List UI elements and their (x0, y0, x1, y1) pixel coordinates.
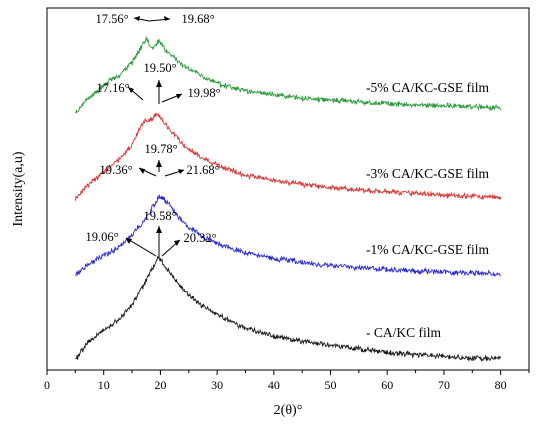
series-label-control: - CA/KC film (366, 325, 442, 340)
plot-frame (46, 7, 530, 371)
arrowhead-17-56 (134, 16, 140, 21)
annotation-19-06: 19.06° (85, 230, 118, 244)
y-axis-title: Intensity(a,u) (11, 151, 26, 226)
annotation-19-98: 19.98° (187, 86, 220, 100)
series-line-1 (75, 194, 501, 278)
arrowhead-20-32 (174, 240, 180, 246)
annotation-21-68: 21.68° (186, 163, 219, 177)
x-axis-title: 2(θ)° (274, 403, 303, 418)
annotation-17-16: 17.16° (96, 81, 129, 95)
traces-group (74, 36, 502, 363)
annotation-19-78: 19.78° (144, 142, 177, 156)
annotation-20-32: 20.32° (183, 231, 216, 245)
x-tick-label-30: 30 (211, 378, 223, 392)
x-axis: 0 10 20 30 40 50 60 70 80 (44, 370, 530, 392)
series-label-1pct: -1% CA/KC-GSE film (366, 242, 489, 257)
arrowhead-17-16 (128, 87, 134, 93)
series-line-0 (75, 255, 502, 363)
x-tick-label-50: 50 (325, 378, 337, 392)
arrowhead-19-36 (139, 168, 145, 174)
arrow-19-06 (125, 237, 157, 257)
x-tick-label-20: 20 (154, 378, 166, 392)
annotation-19-58: 19.58° (143, 209, 176, 223)
arrowhead-19-06 (126, 238, 132, 244)
x-tick-label-10: 10 (98, 378, 110, 392)
annotation-19-68: 19.68° (181, 12, 214, 26)
arrowhead-19-98 (176, 94, 182, 99)
x-tick-label-0: 0 (44, 378, 50, 392)
series-line-3 (75, 36, 502, 114)
x-tick-label-70: 70 (438, 378, 450, 392)
series-line-2 (74, 112, 502, 201)
x-tick-label-80: 80 (495, 378, 507, 392)
series-label-3pct: -3% CA/KC-GSE film (366, 166, 489, 181)
annotation-19-50: 19.50° (143, 61, 176, 75)
annotation-17-56: 17.56° (95, 12, 128, 26)
annotation-19-36: 19.36° (99, 163, 132, 177)
arrowhead-19-58 (156, 226, 162, 233)
arrowhead-19-50 (156, 80, 162, 87)
arrowhead-21-68 (178, 169, 184, 174)
arrowhead-19-68 (164, 16, 170, 21)
x-tick-label-40: 40 (268, 378, 280, 392)
annotation-arrowheads (126, 16, 184, 246)
x-tick-label-60: 60 (381, 378, 393, 392)
arrowhead-19-78 (156, 160, 162, 167)
series-label-5pct: -5% CA/KC-GSE film (366, 80, 489, 95)
